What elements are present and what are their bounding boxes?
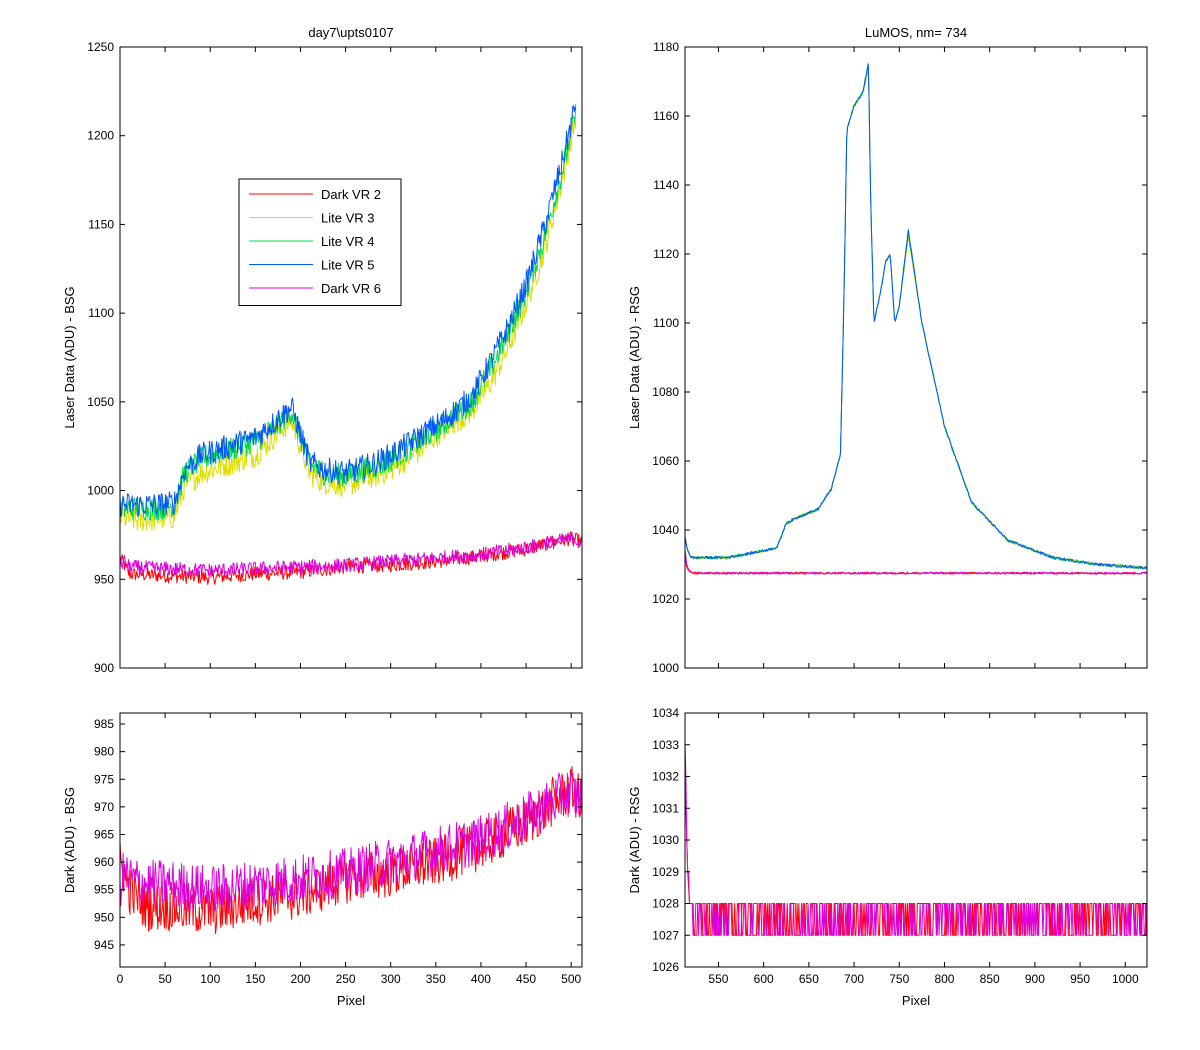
x-tick-label: 450 xyxy=(516,972,536,986)
chart-title: day7\upts0107 xyxy=(308,25,393,40)
y-tick-label: 1040 xyxy=(652,523,679,537)
legend-entry: Lite VR 4 xyxy=(321,234,374,249)
x-tick-label: 600 xyxy=(754,972,774,986)
y-tick-label: 900 xyxy=(94,661,114,675)
x-tick-label: 150 xyxy=(245,972,265,986)
y-tick-label: 950 xyxy=(94,572,114,586)
y-tick-label: 1033 xyxy=(652,738,679,752)
y-tick-label: 1160 xyxy=(653,109,679,123)
y-tick-label: 1026 xyxy=(652,960,679,974)
series-line-3 xyxy=(685,63,1147,570)
x-tick-label: 750 xyxy=(889,972,909,986)
x-tick-label: 650 xyxy=(799,972,819,986)
panel-bottom-right: 550 600 650 700 750 800 850 900 950 1000 1026 1027 1… xyxy=(627,706,1148,1008)
y-tick-label: 1020 xyxy=(652,592,679,606)
series-line-1 xyxy=(120,766,582,935)
y-tick-label: 965 xyxy=(94,827,114,841)
y-tick-label: 1000 xyxy=(87,484,114,498)
x-tick-label: 700 xyxy=(844,972,864,986)
y-tick-label: 945 xyxy=(94,938,114,952)
x-tick-label: 200 xyxy=(290,972,310,986)
axes-box xyxy=(684,46,1148,669)
x-tick-label: 400 xyxy=(471,972,491,986)
chart-title: LuMOS, nm= 734 xyxy=(865,25,967,40)
y-axis-label: Dark (ADU) - BSG xyxy=(62,787,77,893)
series-group xyxy=(685,744,1147,936)
y-tick-label: 1140 xyxy=(653,178,679,192)
x-tick-label: 800 xyxy=(934,972,954,986)
y-tick-label: 985 xyxy=(94,717,114,731)
series-line-2 xyxy=(120,770,582,913)
x-tick-label: 250 xyxy=(336,972,356,986)
x-tick-label: 500 xyxy=(561,972,581,986)
y-tick-label: 1180 xyxy=(653,40,679,54)
y-tick-label: 1080 xyxy=(652,385,679,399)
plot-area xyxy=(685,47,1147,668)
panel-top-left: 900 950 1000 1050 1100 1150 1200 1250 day7\upts0… xyxy=(62,25,583,675)
axes-box xyxy=(119,46,583,669)
legend-entry: Lite VR 5 xyxy=(321,258,374,273)
y-tick-label: 1200 xyxy=(87,129,114,143)
x-tick-label: 950 xyxy=(1070,972,1090,986)
y-tick-label: 980 xyxy=(94,745,114,759)
y-tick-label: 1000 xyxy=(652,661,679,675)
y-tick-label: 950 xyxy=(94,910,114,924)
y-tick-label: 1032 xyxy=(652,770,679,784)
y-axis-label: Laser Data (ADU) - RSG xyxy=(627,286,642,429)
series-line-5 xyxy=(685,550,1147,575)
y-tick-label: 1100 xyxy=(653,316,679,330)
legend-entry: Dark VR 2 xyxy=(321,187,381,202)
y-tick-label: 1050 xyxy=(87,395,114,409)
x-tick-label: 900 xyxy=(1025,972,1045,986)
y-tick-label: 1250 xyxy=(87,40,114,54)
series-group xyxy=(685,63,1147,575)
x-tick-label: 550 xyxy=(708,972,728,986)
panel-bottom-left: 0 50 100 150 200 250 300 350 400 450 500 945 950 955 9… xyxy=(62,712,583,1008)
x-tick-label: 100 xyxy=(200,972,220,986)
legend-entry: Lite VR 3 xyxy=(321,211,374,226)
x-axis-label: Pixel xyxy=(902,993,930,1008)
x-tick-label: 50 xyxy=(158,972,172,986)
y-tick-label: 1120 xyxy=(653,247,679,261)
x-tick-label: 300 xyxy=(381,972,401,986)
y-tick-label: 1029 xyxy=(652,865,679,879)
legend: Dark VR 2 Lite VR 3 Lite VR 4 Lite VR 5 Dark… xyxy=(238,178,402,306)
plot-area xyxy=(120,713,582,967)
x-axis-label: Pixel xyxy=(337,993,365,1008)
y-tick-label: 1031 xyxy=(652,801,679,815)
y-tick-label: 960 xyxy=(94,855,114,869)
y-tick-label: 1100 xyxy=(88,306,114,320)
series-line-4 xyxy=(120,105,577,518)
x-tick-label: 1000 xyxy=(1112,972,1139,986)
series-line-5 xyxy=(120,532,582,578)
y-tick-label: 1028 xyxy=(652,897,679,911)
legend-box xyxy=(238,178,402,306)
y-tick-label: 1027 xyxy=(652,928,679,942)
y-tick-label: 1030 xyxy=(652,833,679,847)
axes-box xyxy=(119,712,583,968)
y-tick-label: 1150 xyxy=(88,217,114,231)
y-tick-label: 975 xyxy=(94,772,114,786)
y-tick-label: 955 xyxy=(94,883,114,897)
series-line-2 xyxy=(685,744,1147,936)
x-tick-label: 0 xyxy=(117,972,124,986)
legend-entry: Dark VR 6 xyxy=(321,281,381,296)
series-group xyxy=(120,103,582,585)
y-axis-label: Laser Data (ADU) - BSG xyxy=(62,286,77,428)
x-tick-label: 850 xyxy=(980,972,1000,986)
y-tick-label: 1034 xyxy=(652,706,679,720)
y-tick-label: 970 xyxy=(94,800,114,814)
panel-top-right: 1000 1020 1040 1060 1080 1100 1120 1140 1160 1180… xyxy=(627,25,1148,675)
y-tick-label: 1060 xyxy=(652,454,679,468)
y-axis-label: Dark (ADU) - RSG xyxy=(627,787,642,894)
series-group xyxy=(120,766,582,935)
x-tick-label: 350 xyxy=(426,972,446,986)
